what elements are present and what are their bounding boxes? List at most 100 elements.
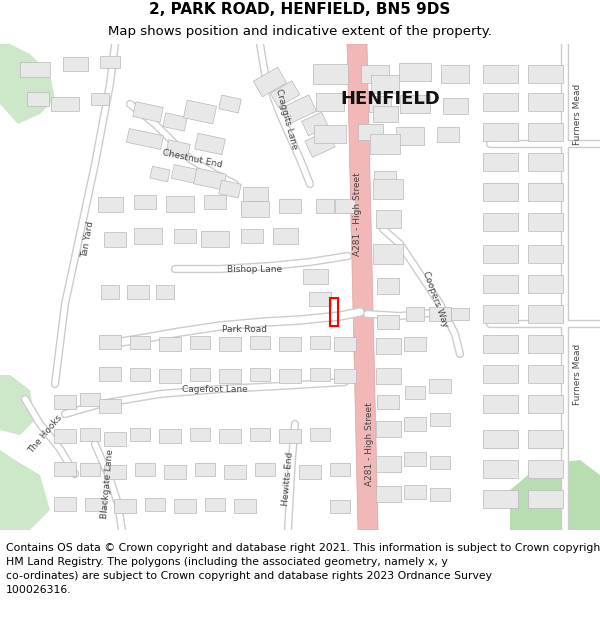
Polygon shape [347, 44, 378, 530]
Bar [134, 228, 162, 244]
Bar [310, 336, 330, 349]
Bar [255, 462, 275, 476]
Bar [369, 96, 391, 112]
Bar [482, 93, 517, 111]
Bar [279, 369, 301, 383]
Bar [527, 275, 563, 293]
Bar [482, 183, 517, 201]
Bar [242, 187, 268, 201]
Text: HENFIELD: HENFIELD [340, 90, 440, 108]
Bar [302, 269, 328, 284]
Bar [91, 93, 109, 105]
Bar [174, 499, 196, 513]
Bar [370, 134, 400, 154]
Bar [270, 81, 300, 107]
Bar [219, 369, 241, 383]
Bar [54, 462, 76, 476]
Bar [127, 285, 149, 299]
Bar [219, 95, 241, 113]
Bar [194, 133, 226, 155]
Bar [166, 196, 194, 212]
Bar [234, 499, 256, 513]
Text: Coopers Way: Coopers Way [421, 270, 449, 328]
Bar [99, 335, 121, 349]
Bar [482, 245, 517, 263]
Bar [334, 337, 356, 351]
Bar [527, 65, 563, 83]
Text: Blackgate Lane: Blackgate Lane [100, 449, 116, 519]
Text: The Hooks: The Hooks [26, 413, 64, 455]
Bar [130, 336, 150, 349]
Bar [310, 428, 330, 441]
Bar [430, 456, 450, 469]
Bar [20, 61, 50, 76]
Bar [376, 368, 401, 384]
Bar [279, 429, 301, 443]
Bar [376, 210, 401, 228]
Bar [62, 57, 88, 71]
Bar [404, 452, 426, 466]
Text: Furners Mead: Furners Mead [574, 83, 583, 144]
Bar [133, 102, 163, 122]
Text: Furners Mead: Furners Mead [574, 343, 583, 404]
Bar [527, 153, 563, 171]
Polygon shape [0, 450, 50, 530]
Bar [272, 228, 298, 244]
Bar [443, 98, 467, 114]
Bar [190, 336, 210, 349]
Bar [54, 497, 76, 511]
Bar [219, 429, 241, 443]
Bar [429, 307, 451, 321]
Bar [219, 337, 241, 351]
Bar [527, 335, 563, 353]
Bar [99, 399, 121, 413]
Bar [374, 171, 396, 187]
Polygon shape [0, 44, 55, 124]
Bar [527, 123, 563, 141]
Bar [135, 462, 155, 476]
Bar [404, 485, 426, 499]
Bar [54, 395, 76, 409]
Text: 2, PARK ROAD, HENFIELD, BN5 9DS: 2, PARK ROAD, HENFIELD, BN5 9DS [149, 2, 451, 17]
Bar [224, 465, 246, 479]
Bar [482, 65, 517, 83]
Bar [104, 432, 126, 446]
Bar [195, 462, 215, 476]
Bar [100, 56, 120, 68]
Bar [441, 65, 469, 83]
Bar [194, 168, 226, 190]
Bar [429, 379, 451, 393]
Bar [358, 124, 383, 140]
Bar [204, 195, 226, 209]
Bar [482, 213, 517, 231]
Text: Chestnut End: Chestnut End [161, 148, 223, 170]
Text: A281 - High Street: A281 - High Street [353, 172, 361, 256]
Bar [400, 95, 430, 113]
Bar [399, 63, 431, 81]
Text: Contains OS data © Crown copyright and database right 2021. This information is : Contains OS data © Crown copyright and d… [6, 543, 600, 553]
Polygon shape [0, 375, 35, 435]
Bar [85, 498, 105, 511]
Bar [241, 201, 269, 217]
Bar [201, 231, 229, 247]
Text: Tan Yard: Tan Yard [80, 220, 95, 258]
Bar [172, 164, 199, 184]
Bar [27, 92, 49, 106]
Bar [482, 430, 517, 448]
Bar [451, 308, 469, 320]
Bar [430, 412, 450, 426]
Bar [373, 244, 403, 264]
Bar [482, 335, 517, 353]
Bar [130, 368, 150, 381]
Bar [430, 488, 450, 501]
Bar [330, 462, 350, 476]
Bar [527, 490, 563, 508]
Bar [80, 462, 100, 476]
Bar [527, 460, 563, 478]
Bar [130, 428, 150, 441]
Bar [190, 368, 210, 381]
Bar [159, 429, 181, 443]
Bar [527, 245, 563, 263]
Bar [482, 275, 517, 293]
Bar [396, 127, 424, 145]
